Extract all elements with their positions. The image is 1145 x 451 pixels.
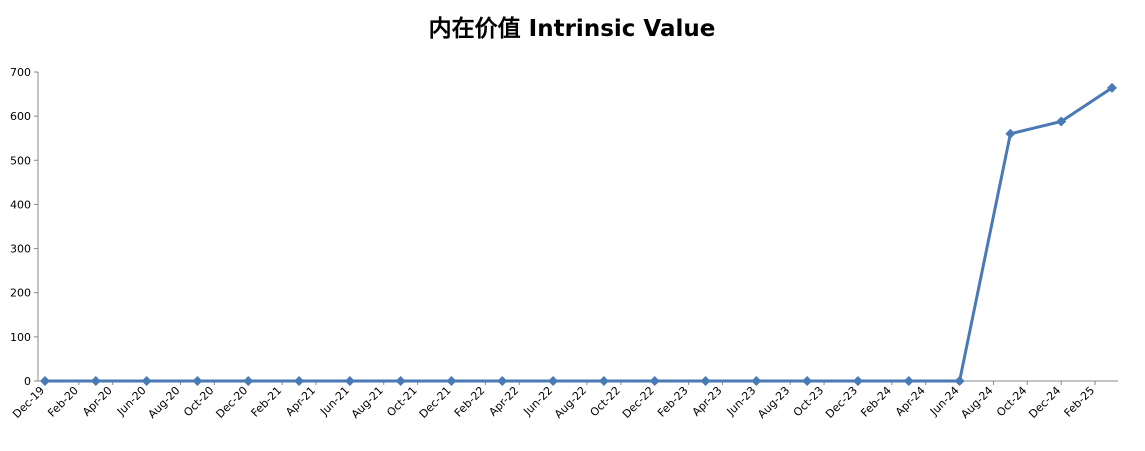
marker <box>395 376 406 386</box>
x-tick-label: Feb-25 <box>1062 384 1098 420</box>
marker <box>446 376 457 386</box>
x-tick-label: Jun-20 <box>114 384 149 419</box>
y-tick-label: 200 <box>10 287 31 300</box>
x-tick-label: Oct-20 <box>181 384 216 419</box>
x-tick-label: Apr-23 <box>690 384 725 419</box>
x-tick-label: Aug-23 <box>755 384 792 421</box>
marker <box>344 376 355 386</box>
x-tick-label: Apr-21 <box>283 384 318 419</box>
y-tick-label: 100 <box>10 331 31 344</box>
y-tick-label: 300 <box>10 243 31 256</box>
y-tick-label: 700 <box>10 66 31 79</box>
x-tick-label: Apr-22 <box>486 384 521 419</box>
x-tick-label: Apr-24 <box>893 384 928 419</box>
x-tick-label: Jun-24 <box>927 384 962 419</box>
marker <box>751 376 762 386</box>
marker <box>90 376 101 386</box>
marker <box>598 376 609 386</box>
x-tick-label: Aug-24 <box>958 384 995 421</box>
marker <box>294 376 305 386</box>
x-tick-label: Dec-19 <box>10 384 47 421</box>
y-tick-label: 500 <box>10 154 31 167</box>
x-tick-label: Jun-22 <box>520 384 555 419</box>
x-tick-label: Dec-23 <box>823 384 860 421</box>
x-tick-label: Aug-20 <box>146 384 183 421</box>
marker <box>852 376 863 386</box>
x-tick-label: Aug-22 <box>552 384 589 421</box>
marker <box>649 376 660 386</box>
marker <box>903 376 914 386</box>
y-tick-label: 600 <box>10 110 31 123</box>
x-tick-label: Jun-21 <box>317 384 352 419</box>
x-tick-label: Feb-24 <box>858 384 894 420</box>
marker <box>700 376 711 386</box>
marker <box>192 376 203 386</box>
marker <box>1005 128 1016 139</box>
marker <box>40 376 50 386</box>
marker <box>1056 116 1067 127</box>
x-tick-label: Oct-22 <box>588 384 623 419</box>
x-tick-label: Oct-23 <box>791 384 826 419</box>
line <box>45 86 1113 383</box>
x-tick-label: Oct-24 <box>994 384 1029 419</box>
x-tick-label: Dec-21 <box>417 384 454 421</box>
marker <box>548 376 559 386</box>
y-tick-label: 0 <box>24 375 31 388</box>
x-tick-label: Oct-21 <box>384 384 419 419</box>
marker <box>1107 82 1117 93</box>
marker <box>954 376 965 386</box>
chart-title: 内在价值 Intrinsic Value <box>429 15 716 42</box>
x-tick-label: Dec-22 <box>620 384 657 421</box>
x-tick-label: Dec-20 <box>213 384 250 421</box>
x-tick-label: Jun-23 <box>724 384 759 419</box>
marker <box>802 376 813 386</box>
marker <box>141 376 152 386</box>
x-tick-label: Dec-24 <box>1026 384 1063 421</box>
x-tick-label: Apr-20 <box>80 384 115 419</box>
x-tick-label: Feb-20 <box>45 384 81 420</box>
x-tick-label: Feb-23 <box>655 384 691 420</box>
y-tick-label: 400 <box>10 198 31 211</box>
marker <box>243 376 254 386</box>
x-tick-label: Feb-21 <box>249 384 285 420</box>
x-tick-label: Aug-21 <box>349 384 386 421</box>
x-tick-label: Feb-22 <box>452 384 488 420</box>
marker <box>497 376 508 386</box>
